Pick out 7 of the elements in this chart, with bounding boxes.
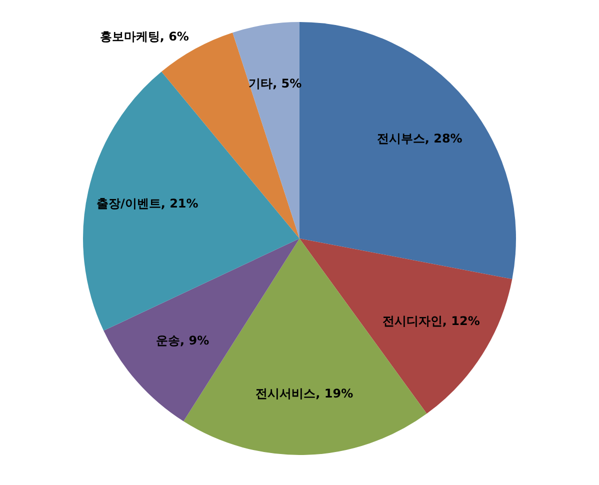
slice-label: 운송, 9%: [156, 334, 210, 348]
slice-label: 전시부스, 28%: [376, 131, 462, 146]
slice-label: 출장/이벤트, 21%: [96, 196, 198, 211]
slice-label: 기타, 5%: [248, 76, 302, 91]
slice-label: 홍보마케팅, 6%: [100, 30, 189, 44]
slice-label: 전시디자인, 12%: [382, 314, 480, 328]
slice-label: 전시서비스, 19%: [256, 386, 354, 400]
